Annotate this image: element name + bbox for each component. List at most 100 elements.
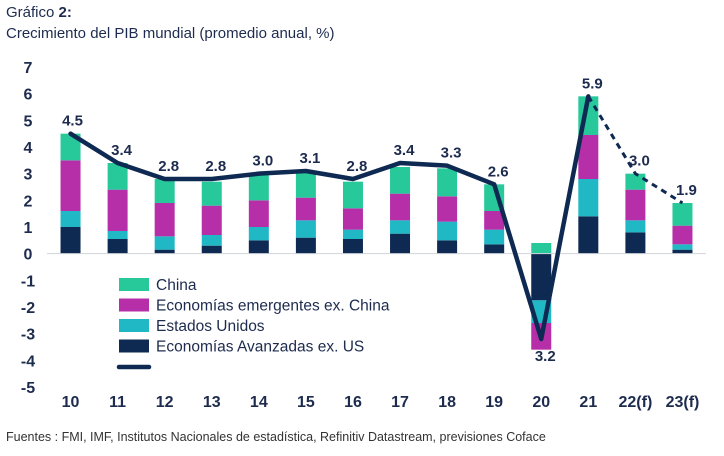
line-data-label: 3.1 xyxy=(299,150,320,167)
bar-segment-17-s0 xyxy=(390,233,411,254)
y-tick-label: 0 xyxy=(24,247,33,264)
bar-segment-16-s0 xyxy=(342,239,363,254)
bar-segment-17-s3 xyxy=(390,167,411,194)
bar-segment-17-s2 xyxy=(390,193,411,221)
y-tick-label: 3 xyxy=(24,167,33,184)
bar-segment-14-s3 xyxy=(248,173,269,201)
bar-segment-20-s3 xyxy=(531,243,552,254)
bar-segment-22f-s0 xyxy=(625,232,646,254)
bar-segment-12-s1 xyxy=(154,236,175,250)
legend-swatch xyxy=(119,339,149,353)
bar-segment-23f-s0 xyxy=(672,249,693,254)
bar-segment-16-s1 xyxy=(342,229,363,239)
bar-segment-14-s0 xyxy=(248,240,269,254)
bar-segment-20-s0 xyxy=(531,253,552,301)
bar-segment-13-s3 xyxy=(201,181,222,206)
bar-segment-22f-s2 xyxy=(625,189,646,221)
bar-segment-10-s0 xyxy=(60,227,81,254)
x-tick-label: 18 xyxy=(438,394,456,411)
y-tick-label: 7 xyxy=(24,60,33,77)
bar-segment-13-s1 xyxy=(201,235,222,246)
line-data-label: 5.9 xyxy=(582,75,603,92)
y-tick-label: 6 xyxy=(24,87,33,104)
bar-segment-16-s2 xyxy=(342,208,363,230)
line-data-label: 3.4 xyxy=(394,142,416,159)
bar-segment-15-s3 xyxy=(295,171,316,198)
bar-segment-18-s1 xyxy=(437,221,458,241)
bar-segment-10-s2 xyxy=(60,160,81,211)
bar-segment-13-s2 xyxy=(201,205,222,235)
bar-segment-18-s2 xyxy=(437,196,458,222)
bar-segment-21-s1 xyxy=(578,179,599,217)
x-tick-label: 12 xyxy=(156,394,174,411)
chart-subtitle: Crecimiento del PIB mundial (promedio an… xyxy=(6,25,335,42)
bar-segment-12-s0 xyxy=(154,249,175,254)
y-tick-label: 4 xyxy=(24,140,33,157)
bar-segment-12-s2 xyxy=(154,203,175,237)
bar-segment-10-s3 xyxy=(60,133,81,161)
bar-segment-18-s0 xyxy=(437,240,458,254)
bar-segment-14-s2 xyxy=(248,200,269,227)
x-tick-label: 15 xyxy=(297,394,315,411)
y-tick-label: 2 xyxy=(24,193,33,210)
bar-segment-11-s0 xyxy=(107,239,128,254)
bar-segment-23f-s1 xyxy=(672,244,693,250)
legend-swatch xyxy=(119,298,149,312)
bar-segment-21-s0 xyxy=(578,216,599,254)
y-tick-label: 1 xyxy=(24,220,33,237)
legend-swatch xyxy=(119,319,149,332)
source-note: Fuentes : FMI, IMF, Institutos Nacionale… xyxy=(6,430,546,444)
x-tick-label: 11 xyxy=(109,394,126,411)
bar-segment-11-s3 xyxy=(107,163,128,190)
bar-segment-19-s1 xyxy=(484,229,505,245)
x-tick-label: 22(f) xyxy=(619,394,653,411)
legend-label: Economías Avanzadas ex. US xyxy=(156,339,364,356)
bar-segment-17-s1 xyxy=(390,220,411,234)
line-data-label: 4.5 xyxy=(62,113,83,130)
line-data-label: 3.2 xyxy=(535,348,556,365)
bar-segment-21-s2 xyxy=(578,135,599,179)
bar-segment-14-s1 xyxy=(248,227,269,241)
line-data-label: 2.8 xyxy=(205,158,226,175)
bar-segment-22f-s3 xyxy=(625,173,646,190)
line-data-label: 3.0 xyxy=(252,153,273,170)
y-tick-label: -1 xyxy=(21,273,35,290)
bar-segment-15-s2 xyxy=(295,197,316,221)
legend-label: Estados Unidos xyxy=(156,318,265,335)
bar-segment-12-s3 xyxy=(154,179,175,203)
line-data-label: 3.0 xyxy=(629,153,650,170)
line-data-label: 3.4 xyxy=(111,142,133,159)
x-tick-label: 16 xyxy=(344,394,362,411)
y-tick-label: -4 xyxy=(21,353,35,370)
line-data-label: 3.3 xyxy=(441,145,462,162)
x-tick-label: 13 xyxy=(203,394,221,411)
x-tick-label: 17 xyxy=(391,394,409,411)
x-tick-label: 20 xyxy=(532,394,550,411)
bar-segment-13-s0 xyxy=(201,245,222,254)
world-gdp-forecast-line xyxy=(587,95,684,205)
world-gdp-line xyxy=(68,94,591,342)
y-tick-label: -5 xyxy=(21,380,35,397)
line-data-label: 2.8 xyxy=(158,158,179,175)
legend-label: Economías emergentes ex. China xyxy=(156,298,390,315)
x-tick-label: 10 xyxy=(62,394,80,411)
bar-segment-16-s3 xyxy=(342,181,363,209)
x-tick-label: 19 xyxy=(485,394,503,411)
chart-title: Gráfico 2: xyxy=(6,4,72,21)
x-tick-label: 14 xyxy=(250,394,268,411)
legend-label: China xyxy=(156,277,197,294)
bar-segment-15-s0 xyxy=(295,237,316,254)
line-data-label: 1.9 xyxy=(676,182,697,199)
bar-segment-15-s1 xyxy=(295,220,316,238)
bar-segment-18-s3 xyxy=(437,168,458,197)
bar-segment-19-s0 xyxy=(484,244,505,254)
chart-title-number: 2: xyxy=(58,4,72,21)
x-tick-label: 23(f) xyxy=(666,394,700,411)
x-tick-label: 21 xyxy=(579,394,597,411)
y-tick-label: 5 xyxy=(24,113,33,130)
bar-segment-22f-s1 xyxy=(625,220,646,233)
legend-swatch xyxy=(119,278,149,291)
line-data-label: 2.6 xyxy=(488,163,509,180)
bar-segment-23f-s2 xyxy=(672,225,693,245)
